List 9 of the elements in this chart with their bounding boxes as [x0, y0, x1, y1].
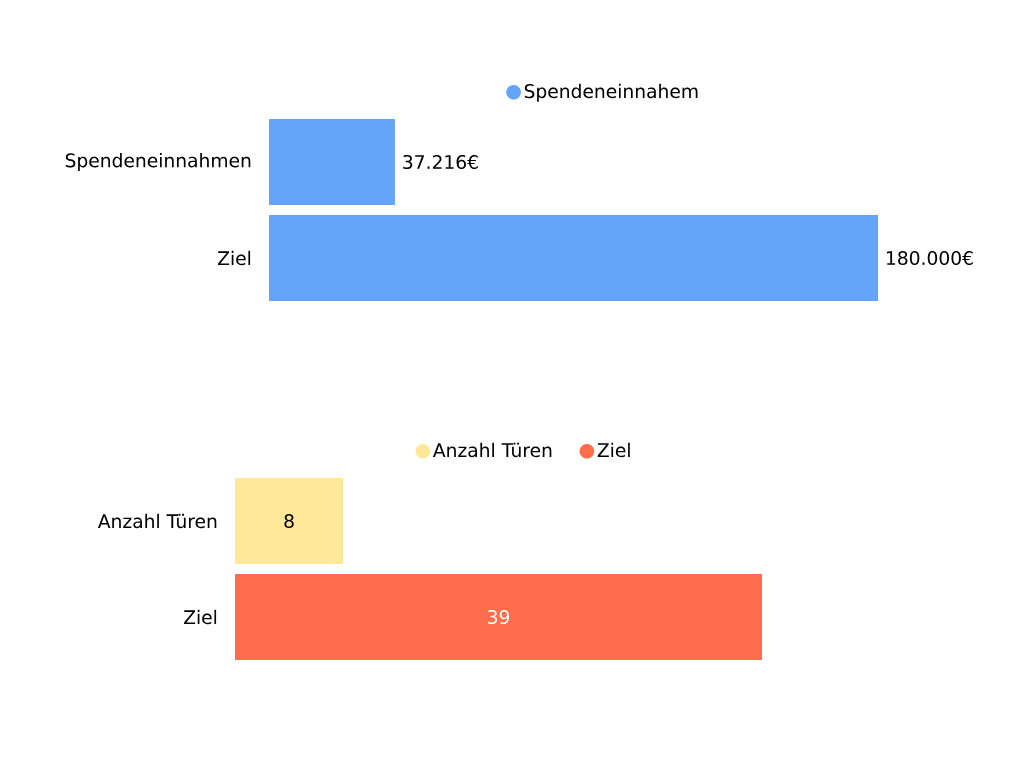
data-label: 8	[284, 513, 294, 529]
data-label: 39	[488, 609, 510, 625]
legend-label: Spendeneinnahem	[524, 83, 698, 102]
y-tick-label: Anzahl Türen	[97, 513, 217, 529]
data-label: 180.000€	[886, 250, 973, 266]
y-tick-label: Spendeneinnahmen	[65, 152, 251, 172]
legend-label: Anzahl Türen	[432, 442, 552, 458]
data-label: 37.216€	[403, 154, 478, 170]
legend-label: Ziel	[597, 442, 630, 458]
